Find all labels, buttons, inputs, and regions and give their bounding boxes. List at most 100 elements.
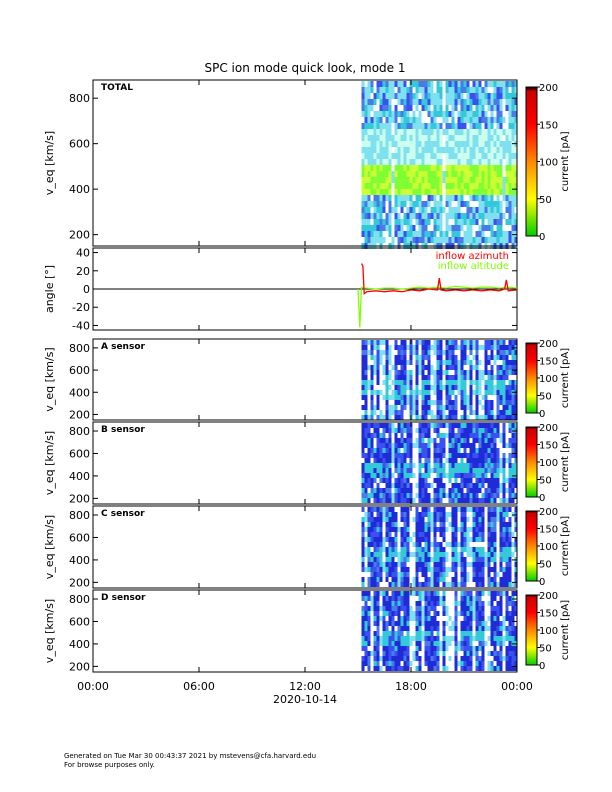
spectrogram-cell — [361, 365, 365, 370]
spectrogram-cell — [424, 473, 428, 478]
spectrogram-cell — [511, 213, 515, 219]
spectrogram-cell — [511, 171, 515, 177]
spectrogram-cell — [433, 93, 437, 99]
spectrogram-cell — [394, 498, 398, 503]
spectrogram-cell — [472, 213, 476, 219]
spectrogram-cell — [499, 567, 503, 572]
spectrogram-cell — [460, 225, 464, 231]
spectrogram-cell — [433, 219, 437, 225]
spectrogram-cell — [406, 135, 410, 141]
spectrogram-cell — [502, 81, 506, 87]
spectrogram-cell — [436, 577, 440, 582]
spectrogram-cell — [511, 498, 515, 503]
spectrogram-cell — [466, 147, 470, 153]
spectrogram-cell — [412, 428, 416, 433]
spectrogram-cell — [427, 582, 431, 587]
spectrogram-cell — [376, 340, 380, 345]
spectrogram-cell — [403, 355, 407, 360]
spectrogram-cell — [511, 448, 515, 453]
spectrogram-cell — [421, 582, 425, 587]
spectrogram-cell — [409, 165, 413, 171]
spectrogram-cell — [442, 219, 446, 225]
spectrogram-cell — [430, 153, 434, 159]
spectrogram-cell — [454, 105, 458, 111]
spectrogram-cell — [508, 661, 512, 666]
spectrogram-cell — [436, 527, 440, 532]
spectrogram-cell — [454, 552, 458, 557]
spectrogram-cell — [454, 365, 458, 370]
spectrogram-cell — [508, 165, 512, 171]
spectrogram-cell — [415, 147, 419, 153]
spectrogram-cell — [457, 493, 461, 498]
spectrogram-cell — [466, 423, 470, 428]
spectrogram-cell — [493, 626, 497, 631]
spectrogram-cell — [388, 621, 392, 626]
spectrogram-cell — [481, 129, 485, 135]
spectrogram-cell — [370, 195, 374, 201]
spectrogram-cell — [478, 577, 482, 582]
spectrogram-cell — [388, 433, 392, 438]
spectrogram-cell — [505, 488, 509, 493]
spectrogram-cell — [499, 385, 503, 390]
spectrogram-cell — [361, 201, 365, 207]
spectrogram-cell — [361, 400, 365, 405]
spectrogram-cell — [415, 400, 419, 405]
spectrogram-cell — [481, 641, 485, 646]
spectrogram-cell — [481, 557, 485, 562]
spectrogram-cell — [433, 488, 437, 493]
y-tick-label: 0 — [83, 283, 90, 296]
spectrogram-cell — [469, 423, 473, 428]
spectrogram-cell — [412, 111, 416, 117]
spectrogram-cell — [502, 345, 506, 350]
spectrogram-cell — [433, 350, 437, 355]
spectrogram-cell — [394, 641, 398, 646]
spectrogram-cell — [475, 207, 479, 213]
spectrogram-cell — [454, 473, 458, 478]
spectrogram-cell — [478, 532, 482, 537]
spectrogram-cell — [445, 423, 449, 428]
spectrogram-cell — [442, 99, 446, 105]
spectrogram-cell — [397, 542, 401, 547]
spectrogram-cell — [391, 237, 395, 243]
spectrogram-cell — [376, 400, 380, 405]
spectrogram-cell — [403, 219, 407, 225]
spectrogram-cell — [415, 117, 419, 123]
spectrogram-cell — [478, 626, 482, 631]
spectrogram-cell — [493, 517, 497, 522]
spectrogram-cell — [487, 360, 491, 365]
spectrogram-cell — [364, 390, 368, 395]
spectrogram-cell — [454, 636, 458, 641]
spectrogram-cell — [403, 522, 407, 527]
spectrogram-cell — [487, 123, 491, 129]
spectrogram-cell — [481, 428, 485, 433]
spectrogram-cell — [508, 557, 512, 562]
spectrogram-cell — [412, 532, 416, 537]
spectrogram-cell — [505, 129, 509, 135]
spectrogram-cell — [376, 616, 380, 621]
spectrogram-cell — [364, 552, 368, 557]
spectrogram-cell — [490, 135, 494, 141]
spectrogram-cell — [499, 177, 503, 183]
spectrogram-cell — [454, 117, 458, 123]
spectrogram-cell — [412, 493, 416, 498]
spectrogram-cell — [505, 141, 509, 147]
spectrogram-cell — [433, 463, 437, 468]
spectrogram-cell — [382, 438, 386, 443]
spectrogram-cell — [370, 135, 374, 141]
spectrogram-cell — [382, 488, 386, 493]
spectrogram-cell — [448, 557, 452, 562]
spectrogram-cell — [472, 350, 476, 355]
spectrogram-cell — [364, 105, 368, 111]
spectrogram-cell — [487, 601, 491, 606]
spectrogram-cell — [493, 201, 497, 207]
spectrogram-cell — [442, 177, 446, 183]
spectrogram-cell — [499, 463, 503, 468]
spectrogram-cell — [478, 463, 482, 468]
spectrogram-cell — [397, 171, 401, 177]
spectrogram-cell — [457, 93, 461, 99]
spectrogram-cell — [388, 87, 392, 93]
spectrogram-cell — [508, 626, 512, 631]
spectrogram-cell — [424, 552, 428, 557]
spectrogram-cell — [445, 370, 449, 375]
spectrogram-cell — [484, 400, 488, 405]
